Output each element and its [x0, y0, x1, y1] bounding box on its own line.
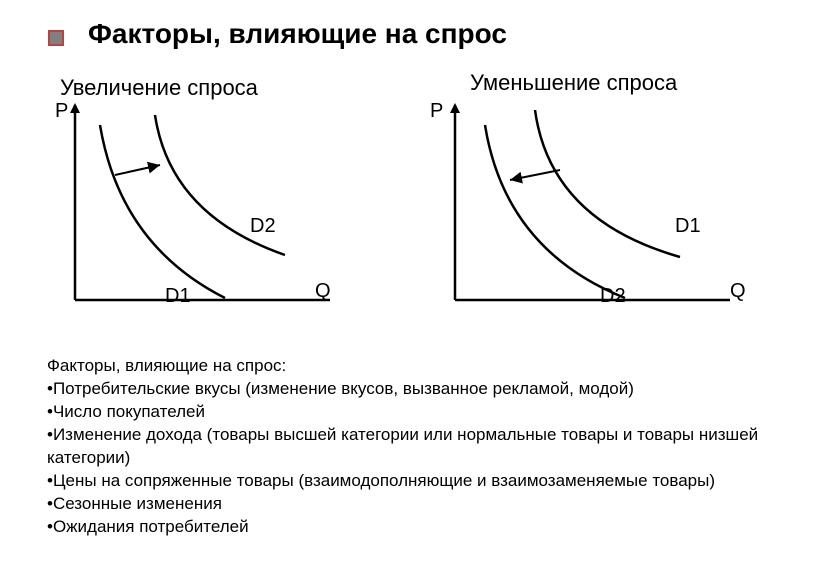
bullet-text: Сезонные изменения	[53, 494, 222, 513]
x-axis-label: Q	[315, 280, 331, 303]
title-bullet	[48, 30, 64, 46]
bullet-item: •Число покупателей	[47, 401, 807, 424]
bullet-item: •Потребительские вкусы (изменение вкусов…	[47, 378, 807, 401]
y-axis-label: P	[430, 100, 443, 123]
bullet-text: Изменение дохода (товары высшей категори…	[47, 425, 758, 467]
bullet-text: Цены на сопряженные товары (взаимодополн…	[53, 471, 715, 490]
bullets-heading: Факторы, влияющие на спрос:	[47, 355, 807, 378]
bullet-item: •Цены на сопряженные товары (взаимодопол…	[47, 470, 807, 493]
x-axis-label: Q	[730, 280, 746, 303]
d1-label: D1	[675, 215, 701, 238]
bullet-item: •Сезонные изменения	[47, 493, 807, 516]
y-axis-label: P	[55, 100, 68, 123]
bullet-item: •Изменение дохода (товары высшей категор…	[47, 424, 807, 470]
bullet-text: Потребительские вкусы (изменение вкусов,…	[53, 379, 634, 398]
page-title: Факторы, влияющие на спрос	[88, 18, 507, 50]
d1-label: D1	[165, 285, 191, 308]
d2-label: D2	[250, 215, 276, 238]
demand-increase-chart: P D2 D1 Q	[50, 85, 360, 315]
chart-svg	[50, 85, 360, 315]
bullet-text: Ожидания потребителей	[53, 517, 249, 536]
chart-svg	[430, 85, 740, 315]
bullet-list: Факторы, влияющие на спрос: •Потребитель…	[47, 355, 807, 539]
d2-label: D2	[600, 285, 626, 308]
bullet-text: Число покупателей	[53, 402, 205, 421]
demand-decrease-chart: P D1 D2 Q	[430, 85, 740, 315]
bullet-item: •Ожидания потребителей	[47, 516, 807, 539]
